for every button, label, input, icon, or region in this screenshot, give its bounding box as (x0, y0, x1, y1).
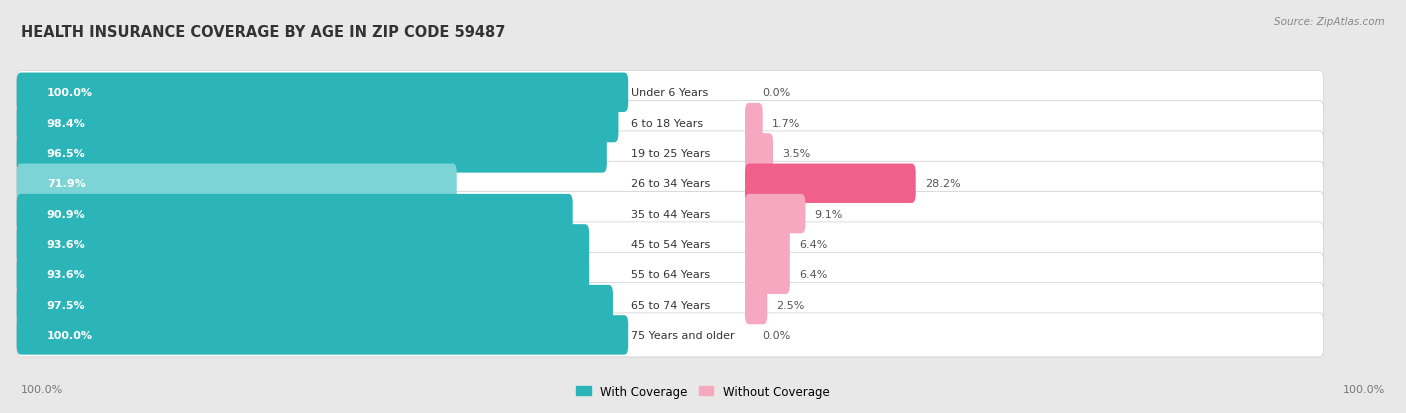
Text: Under 6 Years: Under 6 Years (631, 88, 709, 98)
FancyBboxPatch shape (17, 74, 628, 113)
FancyBboxPatch shape (17, 164, 457, 204)
Text: 90.9%: 90.9% (46, 209, 86, 219)
FancyBboxPatch shape (745, 134, 773, 173)
Text: 100.0%: 100.0% (46, 330, 93, 340)
Text: 75 Years and older: 75 Years and older (631, 330, 734, 340)
Text: 96.5%: 96.5% (46, 149, 86, 159)
Text: 28.2%: 28.2% (925, 179, 960, 189)
Text: 0.0%: 0.0% (762, 88, 790, 98)
FancyBboxPatch shape (17, 253, 1323, 297)
Text: 1.7%: 1.7% (772, 118, 800, 128)
FancyBboxPatch shape (17, 134, 607, 173)
FancyBboxPatch shape (17, 195, 572, 234)
FancyBboxPatch shape (745, 225, 790, 264)
FancyBboxPatch shape (17, 222, 1323, 266)
Text: 26 to 34 Years: 26 to 34 Years (631, 179, 710, 189)
Text: 2.5%: 2.5% (776, 300, 804, 310)
Text: 6.4%: 6.4% (799, 270, 827, 280)
FancyBboxPatch shape (17, 192, 1323, 236)
Text: 100.0%: 100.0% (46, 88, 93, 98)
Text: Source: ZipAtlas.com: Source: ZipAtlas.com (1274, 17, 1385, 26)
FancyBboxPatch shape (17, 162, 1323, 206)
FancyBboxPatch shape (17, 285, 613, 325)
FancyBboxPatch shape (745, 164, 915, 204)
Text: 35 to 44 Years: 35 to 44 Years (631, 209, 710, 219)
Text: 9.1%: 9.1% (814, 209, 844, 219)
Text: 6.4%: 6.4% (799, 240, 827, 249)
Text: HEALTH INSURANCE COVERAGE BY AGE IN ZIP CODE 59487: HEALTH INSURANCE COVERAGE BY AGE IN ZIP … (21, 25, 506, 40)
Text: 45 to 54 Years: 45 to 54 Years (631, 240, 710, 249)
Text: 98.4%: 98.4% (46, 118, 86, 128)
Text: 6 to 18 Years: 6 to 18 Years (631, 118, 703, 128)
FancyBboxPatch shape (17, 313, 1323, 357)
Text: 93.6%: 93.6% (46, 270, 86, 280)
Text: 19 to 25 Years: 19 to 25 Years (631, 149, 710, 159)
Legend: With Coverage, Without Coverage: With Coverage, Without Coverage (572, 380, 834, 402)
FancyBboxPatch shape (745, 255, 790, 294)
FancyBboxPatch shape (17, 101, 1323, 145)
Text: 3.5%: 3.5% (782, 149, 810, 159)
FancyBboxPatch shape (17, 283, 1323, 327)
Text: 100.0%: 100.0% (1343, 385, 1385, 394)
Text: 65 to 74 Years: 65 to 74 Years (631, 300, 710, 310)
FancyBboxPatch shape (745, 104, 762, 143)
Text: 100.0%: 100.0% (21, 385, 63, 394)
Text: 93.6%: 93.6% (46, 240, 86, 249)
FancyBboxPatch shape (17, 104, 619, 143)
FancyBboxPatch shape (745, 285, 768, 325)
FancyBboxPatch shape (17, 71, 1323, 115)
FancyBboxPatch shape (745, 195, 806, 234)
FancyBboxPatch shape (17, 225, 589, 264)
FancyBboxPatch shape (17, 132, 1323, 176)
Text: 97.5%: 97.5% (46, 300, 86, 310)
Text: 71.9%: 71.9% (46, 179, 86, 189)
FancyBboxPatch shape (17, 316, 628, 355)
FancyBboxPatch shape (17, 255, 589, 294)
Text: 0.0%: 0.0% (762, 330, 790, 340)
Text: 55 to 64 Years: 55 to 64 Years (631, 270, 710, 280)
